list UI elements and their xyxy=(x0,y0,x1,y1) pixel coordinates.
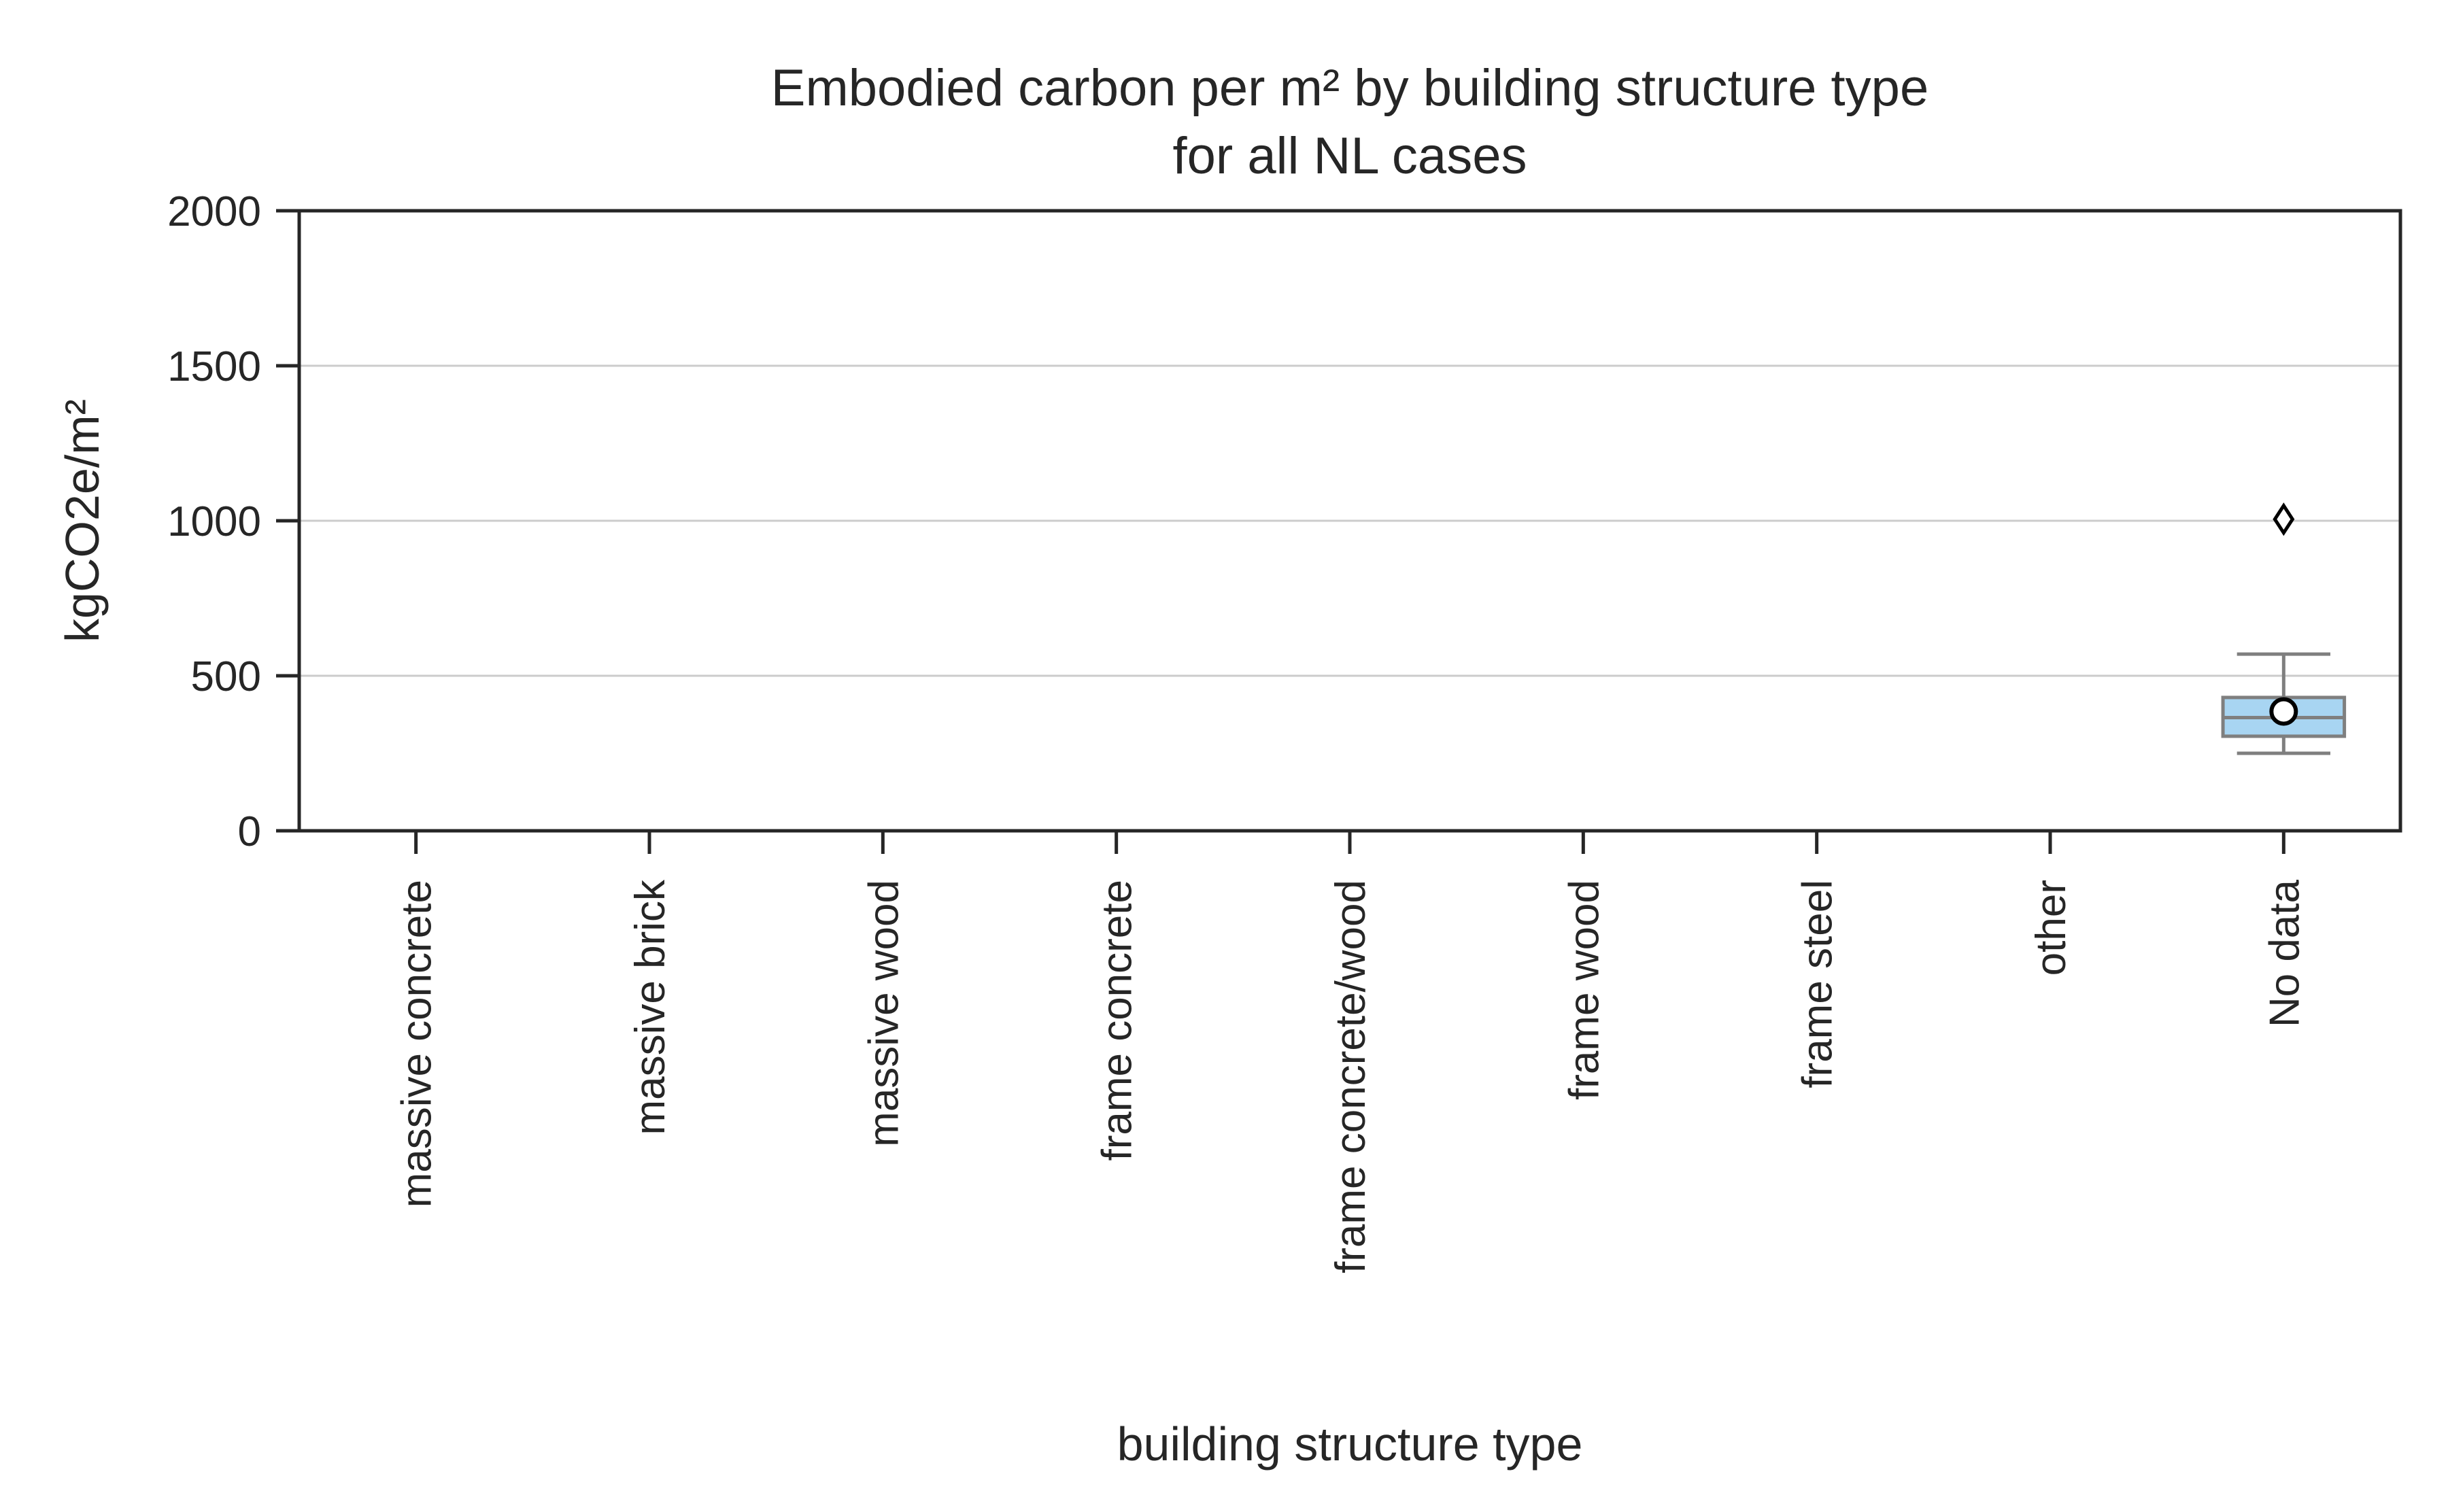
x-tick-label: frame steel xyxy=(1795,880,1841,1088)
chart-title-line-1: Embodied carbon per m² by building struc… xyxy=(771,59,1928,117)
y-axis-ticks: 0 500 1000 1500 2000 xyxy=(167,188,299,855)
y-axis-label: kgCO2e/m² xyxy=(56,399,109,642)
x-axis-label: building structure type xyxy=(1117,1418,1583,1471)
box-no-data xyxy=(2221,502,2347,755)
x-tick-label: frame concrete/wood xyxy=(1327,880,1374,1273)
y-tick-label: 1500 xyxy=(167,343,261,390)
x-axis-ticks: massive concrete massive brick massive woo… xyxy=(394,831,2308,1273)
x-tick-label: massive brick xyxy=(627,879,674,1135)
x-tick-label: other xyxy=(2028,880,2075,976)
x-tick-label: massive wood xyxy=(860,880,907,1147)
y-tick-label: 2000 xyxy=(167,188,261,235)
boxes xyxy=(2221,502,2347,755)
plot-frame xyxy=(297,209,2402,833)
mean-marker xyxy=(2269,697,2298,726)
x-tick-label: frame concrete xyxy=(1094,880,1141,1161)
x-tick-label: No data xyxy=(2261,879,2308,1027)
chart-title-line-2: for all NL cases xyxy=(1173,127,1527,185)
y-tick-label: 0 xyxy=(238,808,261,855)
x-tick-label: massive concrete xyxy=(394,880,441,1207)
y-tick-label: 500 xyxy=(191,653,261,700)
y-gridlines xyxy=(299,364,2400,677)
y-tick-label: 1000 xyxy=(167,498,261,545)
outlier-marker xyxy=(2273,502,2295,536)
x-tick-label: frame wood xyxy=(1561,880,1608,1100)
